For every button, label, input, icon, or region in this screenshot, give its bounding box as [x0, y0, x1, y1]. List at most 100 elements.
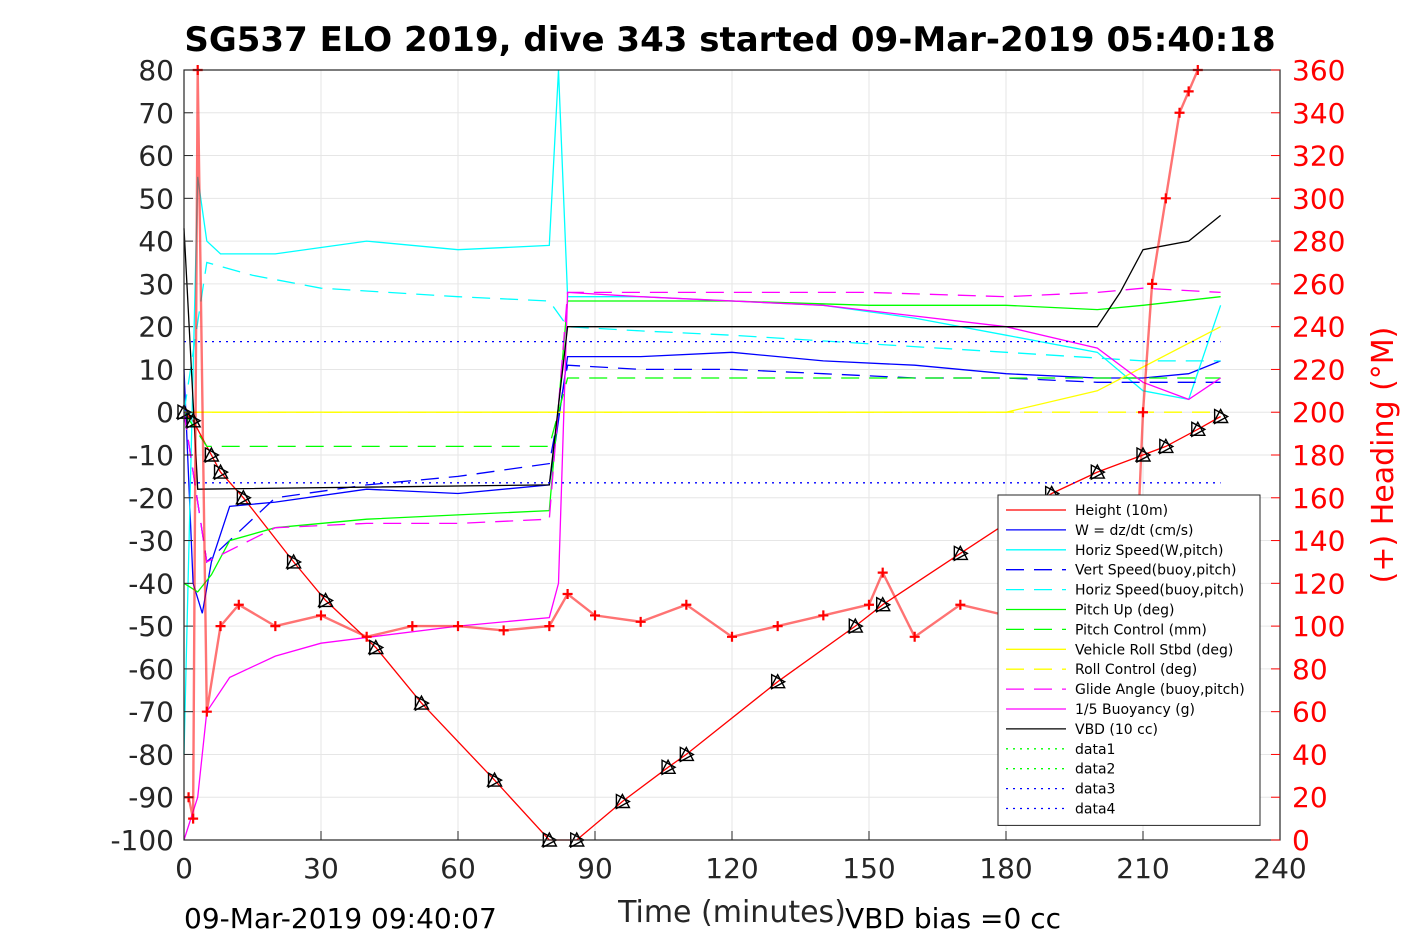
x-tick-label: 0 [175, 852, 193, 885]
height-marker-up [184, 412, 202, 428]
x-tick-label: 150 [842, 852, 895, 885]
y-left-tick-label: -50 [128, 610, 174, 643]
series-line [183, 261, 1221, 413]
y-left-tick-label: -100 [110, 824, 174, 857]
height-marker-right [318, 592, 335, 609]
legend-entry: Vehicle Roll Stbd (deg) [1075, 642, 1233, 658]
height-marker-right [1213, 408, 1230, 425]
y-right-tick-label: 0 [1292, 824, 1310, 857]
series-line [183, 377, 1221, 448]
y-left-tick-label: -10 [128, 439, 174, 472]
x-tick-label: 240 [1253, 852, 1306, 885]
height-marker-right [1136, 446, 1152, 464]
y-right-tick-label: 260 [1292, 268, 1345, 301]
legend-entry: 1/5 Buoyancy (g) [1075, 702, 1195, 718]
legend-entry: data4 [1075, 802, 1116, 818]
y-left-tick-label: 80 [138, 54, 174, 87]
footer-timestamp: 09-Mar-2019 09:40:07 [184, 902, 497, 935]
height-marker-up [413, 694, 430, 710]
y-left-tick-label: -70 [128, 696, 174, 729]
height-marker-right [615, 793, 631, 810]
y-left-tick-label: 40 [138, 225, 174, 258]
height-marker-right [204, 446, 220, 464]
y-right-tick-label: 80 [1292, 653, 1328, 686]
y-left-tick-label: -80 [128, 738, 174, 771]
y-left-tick-label: 0 [156, 396, 174, 429]
height-marker-right [1191, 421, 1207, 438]
y-right-tick-label: 100 [1292, 610, 1345, 643]
y-right-tick-label: 220 [1292, 353, 1345, 386]
series-line [183, 291, 1221, 841]
height-marker-up [1134, 446, 1152, 462]
legend-entry: data2 [1075, 762, 1115, 778]
y-left-tick-label: -60 [128, 653, 174, 686]
series-line [183, 411, 1221, 841]
x-tick-label: 30 [303, 852, 339, 885]
height-triangle-markers [175, 403, 1230, 849]
height-marker-right [213, 463, 230, 481]
height-marker-up [235, 489, 252, 505]
height-marker-up [317, 591, 334, 608]
series-line [183, 287, 1221, 563]
height-marker-up [285, 553, 302, 569]
height-marker-right [876, 596, 892, 613]
y-left-tick-label: 20 [138, 311, 174, 344]
x-tick-label: 180 [979, 852, 1032, 885]
y-right-tick-label: 40 [1292, 738, 1328, 771]
x-tick-label: 120 [705, 852, 758, 885]
height-marker-right [679, 746, 695, 763]
y-left-tick-label: -40 [128, 567, 174, 600]
y-right-tick-label: 280 [1292, 225, 1345, 258]
height-marker-right [286, 553, 303, 571]
height-marker-up [874, 596, 891, 612]
legend-entry: Horiz Speed(W,pitch) [1075, 543, 1223, 559]
y-left-tick-label: 70 [138, 97, 174, 130]
height-marker-up [659, 758, 677, 774]
y-right-tick-label: 140 [1292, 525, 1345, 558]
y-left-tick-label: 30 [138, 268, 174, 301]
legend-entry: Vert Speed(buoy,pitch) [1075, 563, 1237, 579]
legend-entry: W = dz/dt (cm/s) [1075, 523, 1194, 539]
height-marker-right [1159, 438, 1175, 455]
legend: Height (10m) W = dz/dt (cm/s) Horiz Speed(… [997, 494, 1261, 826]
y-right-tick-label: 160 [1292, 482, 1345, 515]
legend-entry: Roll Control (deg) [1075, 662, 1197, 678]
legend-entry: Glide Angle (buoy,pitch) [1075, 682, 1245, 698]
footer-vbd-bias: VBD bias =0 cc [845, 902, 1061, 935]
legend-entry: Horiz Speed(buoy,pitch) [1075, 583, 1244, 599]
legend-entry: Pitch Up (deg) [1075, 603, 1174, 619]
y-right-tick-label: 340 [1292, 97, 1345, 130]
series-line [183, 364, 1221, 564]
height-marker-right [848, 617, 864, 635]
height-marker-right [236, 489, 252, 506]
y-left-tick-label: -20 [128, 482, 174, 515]
height-marker-up [678, 745, 695, 762]
legend-entry: data1 [1075, 742, 1115, 758]
legend-entry: Height (10m) [1075, 503, 1168, 519]
y-right-tick-label: 20 [1292, 781, 1328, 814]
height-marker-up [486, 771, 503, 787]
height-marker-right [1090, 463, 1106, 481]
height-marker-right [770, 673, 787, 690]
y-left-tick-label: 60 [138, 140, 174, 173]
axis-ticks: 0 30 60 90 120 150 180 210 24080706050403020100-… [110, 54, 1345, 885]
y-right-tick-label: 120 [1292, 567, 1345, 600]
height-marker-up [212, 463, 229, 479]
height-marker-right [953, 545, 969, 562]
x-tick-label: 210 [1116, 852, 1169, 885]
y-left-tick-label: 10 [138, 353, 174, 386]
height-marker-right [487, 771, 504, 789]
height-marker-up [952, 544, 969, 561]
legend-entry: Pitch Control (mm) [1075, 622, 1207, 638]
height-marker-up [769, 673, 786, 689]
y-left-tick-label: -30 [128, 525, 174, 558]
legend-entry: data3 [1075, 782, 1115, 798]
height-marker-right [661, 759, 677, 776]
series-line [183, 214, 1222, 490]
chart-title: SG537 ELO 2019, dive 343 started 09-Mar-… [184, 20, 1275, 60]
x-axis-label: Time (minutes) [617, 895, 846, 930]
y-right-tick-label: 360 [1292, 54, 1345, 87]
series-lines [183, 69, 1222, 841]
legend-entry: VBD (10 cc) [1075, 722, 1158, 738]
